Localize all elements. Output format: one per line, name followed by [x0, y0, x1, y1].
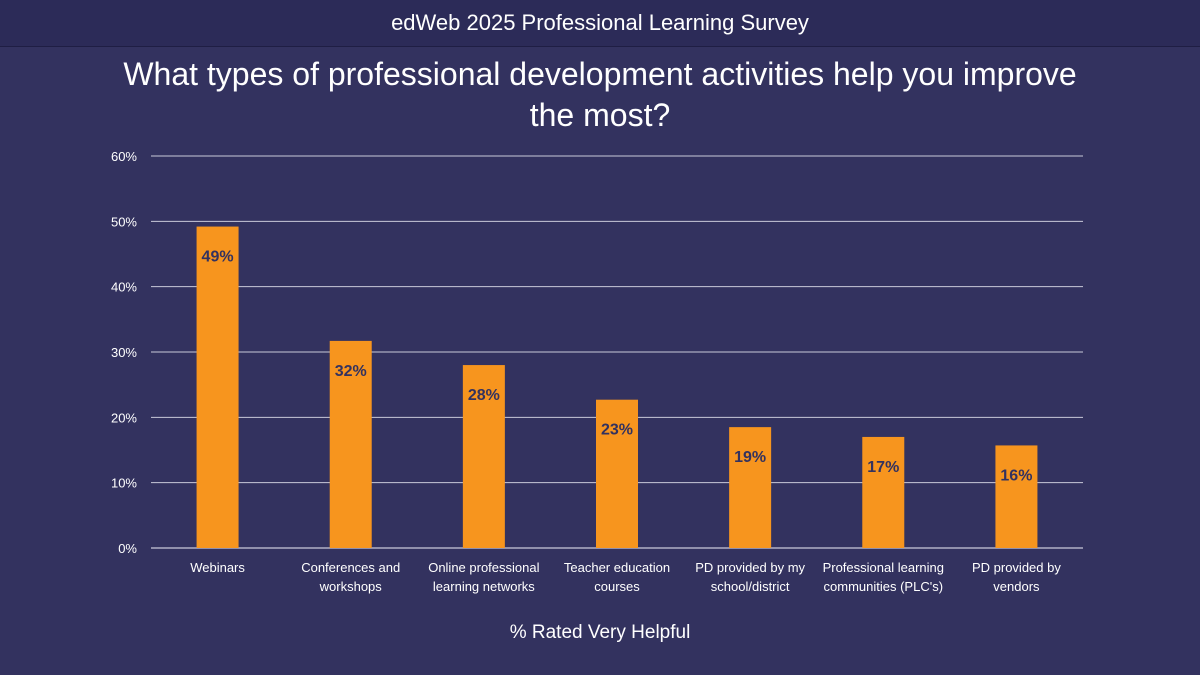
x-tick-label-line: courses [594, 579, 640, 594]
y-tick-label: 10% [111, 476, 137, 491]
data-label: 17% [867, 459, 899, 476]
x-tick-label-line: learning networks [433, 579, 535, 594]
bar [196, 226, 239, 548]
x-tick-label: PD provided by vendors [972, 560, 1061, 594]
y-tick-label: 40% [111, 280, 137, 295]
bar [729, 427, 772, 548]
x-tick-label-line: Online professional [428, 560, 539, 575]
y-tick-label: 30% [111, 345, 137, 360]
bar [462, 365, 505, 548]
bar [862, 436, 905, 548]
y-tick-label: 50% [111, 214, 137, 229]
x-tick-label-line: Professional learning [823, 560, 944, 575]
x-tick-label-line: Teacher education [564, 560, 670, 575]
x-tick-label: Online professional learning networks [428, 560, 539, 594]
survey-banner: edWeb 2025 Professional Learning Survey [0, 0, 1200, 47]
data-label: 23% [601, 422, 633, 439]
y-tick-label: 0% [118, 541, 137, 556]
banner-title: edWeb 2025 Professional Learning Survey [391, 10, 809, 35]
bar [995, 445, 1038, 548]
data-label: 16% [1000, 467, 1032, 484]
x-tick-label: Teacher education courses [564, 560, 670, 594]
x-tick-label-line: vendors [993, 579, 1040, 594]
x-tick-label: PD provided by my school/district [695, 560, 805, 594]
x-tick-label-line: Conferences and [301, 560, 400, 575]
data-label: 28% [468, 387, 500, 404]
data-label: 32% [335, 363, 367, 380]
y-tick-label: 20% [111, 410, 137, 425]
x-tick-label-line: workshops [319, 579, 383, 594]
y-tick-label: 60% [111, 149, 137, 164]
x-tick-label: Conferences and workshops [301, 560, 400, 594]
x-axis-label: % Rated Very Helpful [509, 622, 691, 643]
x-tick-label-line: school/district [711, 579, 790, 594]
bar [329, 340, 372, 548]
x-tick-label-line: PD provided by [972, 560, 1061, 575]
x-tick-label-line: PD provided by my [695, 560, 805, 575]
bar [596, 399, 638, 548]
data-label: 19% [734, 449, 766, 466]
x-tick-label-line: communities (PLC's) [824, 579, 944, 594]
x-tick-label: Webinars [190, 560, 245, 575]
chart-title: What types of professional development a… [123, 56, 1077, 133]
data-label: 49% [202, 249, 234, 266]
x-tick-label: Professional learning communities (PLC's) [823, 560, 944, 594]
x-tick-label-line: Webinars [190, 560, 245, 575]
